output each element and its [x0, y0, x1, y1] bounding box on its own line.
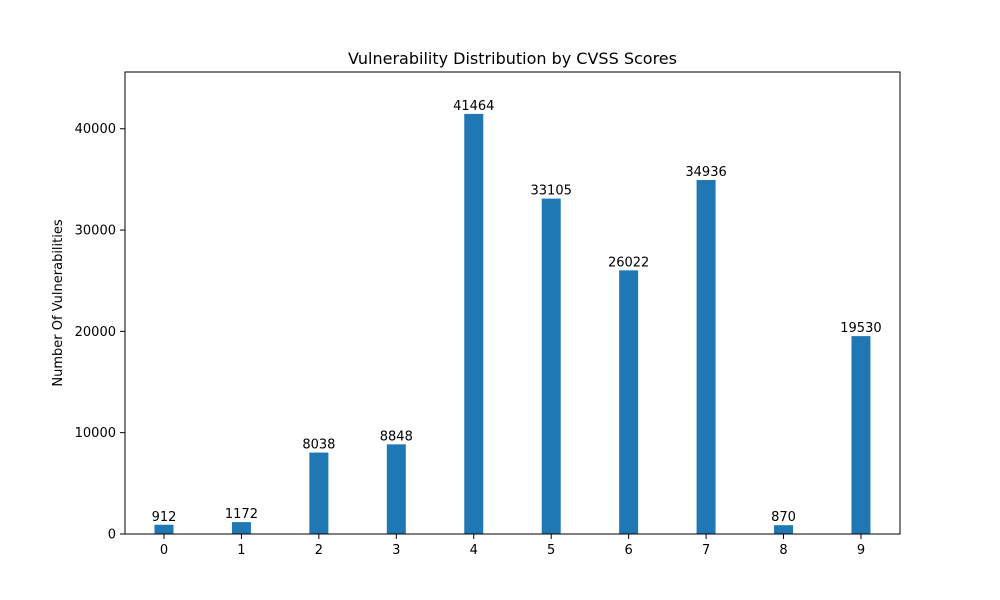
- bar-7: [696, 180, 716, 535]
- y-tick-label-20000: 20000: [75, 325, 116, 340]
- y-axis-label: Number Of Vulnerabilities: [51, 219, 66, 387]
- data-label-8: 870: [771, 510, 796, 525]
- bar-4: [464, 113, 484, 535]
- bar-3: [386, 444, 406, 534]
- data-label-9: 19530: [840, 321, 881, 336]
- data-label-7: 34936: [685, 165, 726, 180]
- plot-frame: [124, 71, 901, 535]
- data-label-4: 41464: [453, 99, 494, 114]
- data-label-3: 8848: [380, 429, 413, 444]
- y-tick-label-30000: 30000: [75, 224, 116, 239]
- data-label-2: 8038: [302, 438, 335, 453]
- y-tick-label-10000: 10000: [75, 426, 116, 441]
- bar-8: [774, 525, 794, 534]
- data-labels-layer: 912 1172 8038 8848 41464 33105 26022 34936 870 19…: [152, 99, 882, 525]
- bar-0: [154, 524, 174, 534]
- x-tick-label-6: 6: [624, 543, 632, 558]
- data-label-6: 26022: [608, 255, 649, 270]
- x-tick-label-9: 9: [857, 543, 865, 558]
- bars-layer: [154, 113, 871, 535]
- y-axis-ticks: 0 10000 20000 30000 40000: [75, 122, 125, 543]
- data-label-5: 33105: [531, 184, 572, 199]
- bar-5: [541, 198, 561, 534]
- bar-9: [851, 336, 871, 534]
- chart-title: Vulnerability Distribution by CVSS Score…: [348, 49, 677, 68]
- x-tick-label-7: 7: [702, 543, 710, 558]
- x-tick-label-1: 1: [237, 543, 245, 558]
- bar-1: [231, 522, 251, 534]
- data-label-1: 1172: [225, 507, 258, 522]
- x-axis-ticks: 0 1 2 3 4 5 6 7 8 9: [160, 534, 865, 558]
- y-tick-label-40000: 40000: [75, 122, 116, 137]
- x-tick-label-3: 3: [392, 543, 400, 558]
- x-tick-label-4: 4: [470, 543, 478, 558]
- x-tick-label-8: 8: [779, 543, 787, 558]
- x-tick-label-5: 5: [547, 543, 555, 558]
- x-tick-label-2: 2: [315, 543, 323, 558]
- bar-6: [619, 270, 639, 534]
- x-tick-label-0: 0: [160, 543, 168, 558]
- bar-2: [309, 452, 329, 534]
- y-tick-label-0: 0: [108, 528, 116, 543]
- data-label-0: 912: [152, 510, 177, 525]
